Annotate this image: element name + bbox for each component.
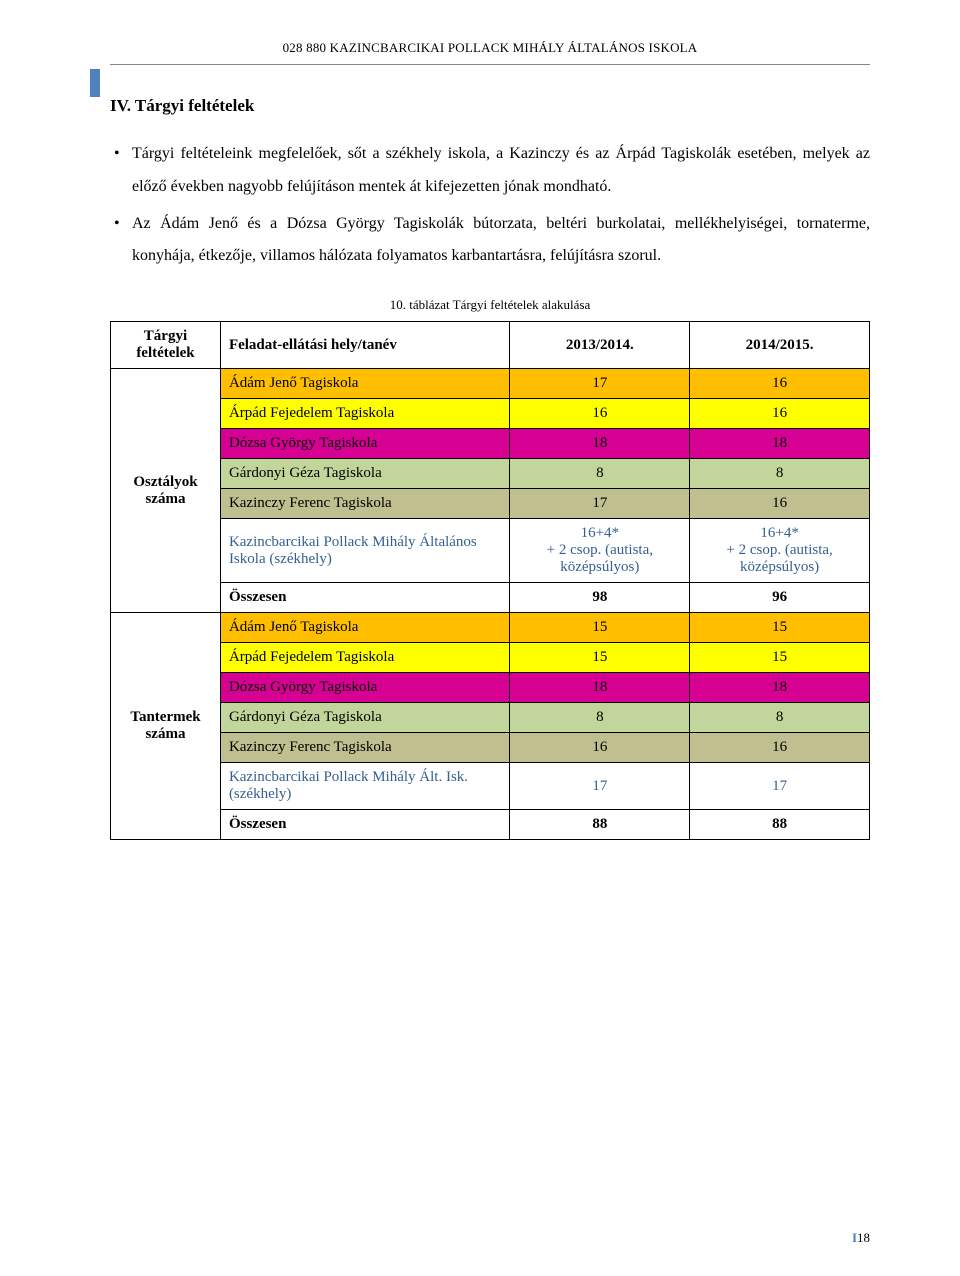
table-cell: 17 xyxy=(510,763,690,810)
table-caption: 10. táblázat Tárgyi feltételek alakulása xyxy=(110,297,870,313)
section-title: IV. Tárgyi feltételek xyxy=(110,96,870,116)
table-cell: 8 xyxy=(510,703,690,733)
table-cell: 16 xyxy=(690,489,870,519)
table-cell: 18 xyxy=(510,673,690,703)
table-cell: 88 xyxy=(690,810,870,840)
row-group-header: Osztályok száma xyxy=(111,369,221,613)
table-row-label: Dózsa György Tagiskola xyxy=(220,429,510,459)
running-header: 028 880 KAZINCBARCIKAI POLLACK MIHÁLY ÁL… xyxy=(110,40,870,56)
table-cell: 16+4*+ 2 csop. (autista, középsúlyos) xyxy=(510,519,690,583)
table-corner-header: Tárgyi feltételek xyxy=(111,322,221,369)
table-col-header: 2013/2014. xyxy=(510,322,690,369)
table-col-header: 2014/2015. xyxy=(690,322,870,369)
table-cell: 16 xyxy=(510,733,690,763)
table-cell: 16 xyxy=(690,399,870,429)
table-cell: 16+4*+ 2 csop. (autista, középsúlyos) xyxy=(690,519,870,583)
data-table: Tárgyi feltételekFeladat-ellátási hely/t… xyxy=(110,321,870,840)
table-row-label: Gárdonyi Géza Tagiskola xyxy=(220,703,510,733)
table-cell: 16 xyxy=(690,733,870,763)
table-cell: 8 xyxy=(690,459,870,489)
table-cell: 96 xyxy=(690,583,870,613)
table-row-label: Dózsa György Tagiskola xyxy=(220,673,510,703)
table-row-label: Összesen xyxy=(220,810,510,840)
table-cell: 17 xyxy=(510,369,690,399)
table-col-header: Feladat-ellátási hely/tanév xyxy=(220,322,510,369)
table-row-label: Kazincbarcikai Pollack Mihály Ált. Isk. … xyxy=(220,763,510,810)
table-row-label: Árpád Fejedelem Tagiskola xyxy=(220,643,510,673)
table-cell: 8 xyxy=(510,459,690,489)
accent-bar xyxy=(90,69,100,97)
table-cell: 15 xyxy=(690,643,870,673)
table-cell: 8 xyxy=(690,703,870,733)
table-cell: 18 xyxy=(690,673,870,703)
table-cell: 98 xyxy=(510,583,690,613)
table-cell: 16 xyxy=(690,369,870,399)
table-cell: 88 xyxy=(510,810,690,840)
table-row-label: Gárdonyi Géza Tagiskola xyxy=(220,459,510,489)
page-number: I18 xyxy=(852,1230,870,1246)
table-cell: 18 xyxy=(510,429,690,459)
table-cell: 15 xyxy=(510,643,690,673)
bullet-list: Tárgyi feltételeink megfelelőek, sőt a s… xyxy=(110,138,870,273)
list-item: Tárgyi feltételeink megfelelőek, sőt a s… xyxy=(132,138,870,204)
table-cell: 17 xyxy=(690,763,870,810)
table-row-label: Kazinczy Ferenc Tagiskola xyxy=(220,489,510,519)
table-cell: 15 xyxy=(510,613,690,643)
table-row-label: Összesen xyxy=(220,583,510,613)
table-row-label: Ádám Jenő Tagiskola xyxy=(220,369,510,399)
header-divider xyxy=(110,64,870,68)
table-row-label: Ádám Jenő Tagiskola xyxy=(220,613,510,643)
table-cell: 17 xyxy=(510,489,690,519)
table-row-label: Kazinczy Ferenc Tagiskola xyxy=(220,733,510,763)
table-row-label: Kazincbarcikai Pollack Mihály Általános … xyxy=(220,519,510,583)
table-cell: 15 xyxy=(690,613,870,643)
row-group-header: Tantermek száma xyxy=(111,613,221,840)
table-cell: 18 xyxy=(690,429,870,459)
table-row-label: Árpád Fejedelem Tagiskola xyxy=(220,399,510,429)
table-cell: 16 xyxy=(510,399,690,429)
list-item: Az Ádám Jenő és a Dózsa György Tagiskolá… xyxy=(132,208,870,274)
